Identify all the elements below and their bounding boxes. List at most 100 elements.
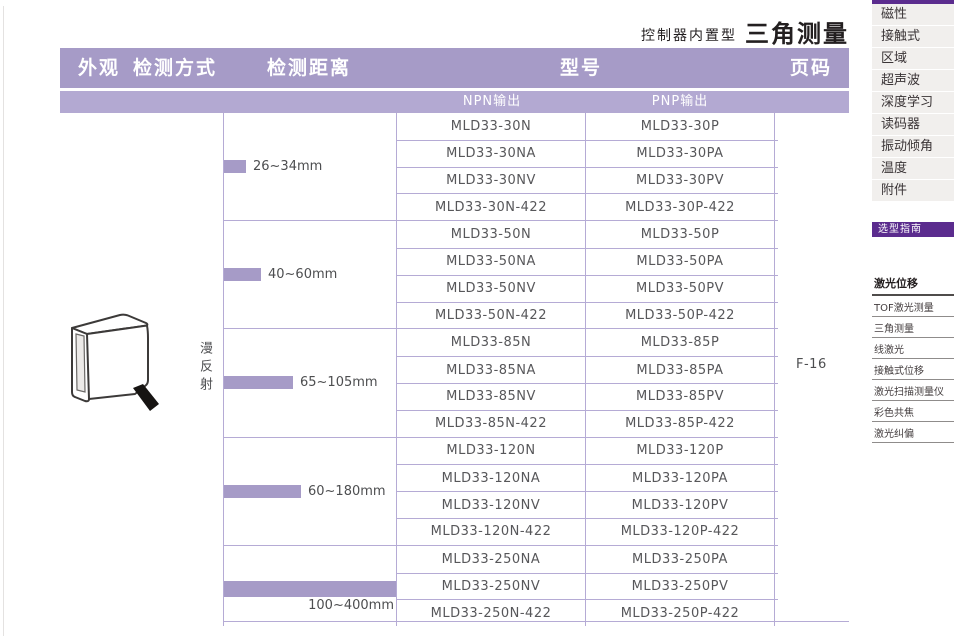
guide-item-三角测量[interactable]: 三角测量 — [872, 317, 954, 338]
guide-item-TOF激光测量[interactable]: TOF激光测量 — [872, 296, 954, 317]
model-cell-MLD33-50PA: MLD33-50PA — [586, 248, 775, 275]
model-cell-MLD33-50PV: MLD33-50PV — [586, 275, 775, 302]
sidebar-item-接触式[interactable]: 接触式 — [872, 26, 954, 48]
model-cell-MLD33-120N-422: MLD33-120N-422 — [397, 518, 586, 545]
distance-label: 65~105mm — [300, 375, 378, 391]
guide-item-激光纠偏[interactable]: 激光纠偏 — [872, 422, 954, 443]
distance-cell: 26~34mm — [224, 113, 397, 221]
header-appearance: 外观 — [78, 57, 121, 79]
guide-item-线激光[interactable]: 线激光 — [872, 338, 954, 359]
model-cell-MLD33-30P-422: MLD33-30P-422 — [586, 194, 775, 221]
sidebar-item-磁性[interactable]: 磁性 — [872, 4, 954, 26]
sidebar-item-区域[interactable]: 区域 — [872, 48, 954, 70]
table-row: MLD33-250NA MLD33-250PA — [397, 545, 778, 573]
selection-guide-list: 激光位移 TOF激光测量 三角测量 线激光 接触式位移 激光扫描测量仪 彩色共焦 激光纠偏 — [872, 273, 954, 443]
guide-item-彩色共焦[interactable]: 彩色共焦 — [872, 401, 954, 422]
header-page: 页码 — [789, 57, 833, 79]
page-edge-line — [3, 6, 4, 636]
title-main: 三角测量 — [745, 20, 849, 48]
table-row: MLD33-250NV MLD33-250PV — [397, 572, 778, 600]
table-row: MLD33-120NV MLD33-120PV — [397, 491, 778, 518]
model-cell-MLD33-120NA: MLD33-120NA — [397, 465, 586, 492]
sidebar-item-深度学习[interactable]: 深度学习 — [872, 92, 954, 114]
distance-range-bar — [224, 160, 246, 174]
model-rows: MLD33-50N MLD33-50P MLD33-50NA MLD33-50PA ML… — [397, 221, 778, 329]
model-cell-MLD33-85P: MLD33-85P — [586, 329, 775, 357]
table-row: MLD33-30NV MLD33-30PV — [397, 166, 778, 194]
sidebar-item-振动倾角[interactable]: 振动倾角 — [872, 136, 954, 158]
model-cell-MLD33-250PA: MLD33-250PA — [586, 545, 775, 573]
subheader-npn-output: NPN输出 — [462, 94, 522, 109]
sidebar-category-list: 磁性 接触式 区域 超声波 深度学习 读码器 振动倾角 温度 附件 — [872, 4, 954, 202]
page-title: 控制器内置型 三角测量 — [0, 14, 849, 49]
model-cell-MLD33-120P-422: MLD33-120P-422 — [586, 518, 775, 545]
sensor-cable — [133, 384, 159, 411]
table-row: MLD33-120N-422 MLD33-120P-422 — [397, 517, 778, 545]
sensor-lens-window — [75, 333, 86, 393]
model-cell-MLD33-85NV: MLD33-85NV — [397, 383, 586, 410]
distance-group: 100~400mm MLD33-250NA MLD33-250PA MLD33-250… — [224, 544, 778, 627]
distance-group: 40~60mm MLD33-50N MLD33-50P MLD33-50NA MLD33… — [224, 220, 778, 329]
model-cell-MLD33-120NV: MLD33-120NV — [397, 492, 586, 518]
distance-label: 100~400mm — [308, 598, 394, 614]
sensor-illustration — [71, 313, 159, 411]
distance-cell: 65~105mm — [224, 329, 397, 437]
header-model: 型号 — [559, 57, 603, 79]
distance-range-bar — [224, 581, 396, 598]
model-cell-MLD33-120P: MLD33-120P — [586, 437, 775, 465]
distance-cell: 40~60mm — [224, 221, 397, 329]
model-cell-MLD33-50NA: MLD33-50NA — [397, 248, 586, 275]
model-cell-MLD33-85PA: MLD33-85PA — [586, 357, 775, 383]
detection-method-label: 漫反射 — [197, 341, 212, 395]
model-cell-MLD33-85N-422: MLD33-85N-422 — [397, 410, 586, 437]
distance-range-bar — [224, 268, 261, 282]
distance-label: 40~60mm — [268, 267, 338, 283]
sidebar-item-读码器[interactable]: 读码器 — [872, 114, 954, 136]
guide-item-list: TOF激光测量 三角测量 线激光 接触式位移 激光扫描测量仪 彩色共焦 激光纠偏 — [872, 296, 954, 443]
sidebar-top-bar — [872, 0, 954, 4]
sidebar-item-附件[interactable]: 附件 — [872, 180, 954, 202]
model-cell-MLD33-250PV: MLD33-250PV — [586, 573, 775, 600]
distance-range-bar — [224, 376, 293, 390]
category-sidebar: 磁性 接触式 区域 超声波 深度学习 读码器 振动倾角 温度 附件 选型指南 激光位移 TOF激… — [872, 0, 954, 642]
model-table: 26~34mm MLD33-30N MLD33-30P MLD33-30NA MLD33… — [223, 113, 778, 627]
guide-item-接触式位移[interactable]: 接触式位移 — [872, 359, 954, 380]
model-cell-MLD33-50P: MLD33-50P — [586, 221, 775, 248]
sidebar-item-超声波[interactable]: 超声波 — [872, 70, 954, 92]
model-cell-MLD33-50P-422: MLD33-50P-422 — [586, 302, 775, 329]
table-row: MLD33-50N MLD33-50P — [397, 221, 778, 248]
sidebar-item-温度[interactable]: 温度 — [872, 158, 954, 180]
model-cell-MLD33-250NA: MLD33-250NA — [397, 545, 586, 573]
model-cell-MLD33-120PA: MLD33-120PA — [586, 465, 775, 492]
guide-item-激光扫描测量仪[interactable]: 激光扫描测量仪 — [872, 380, 954, 401]
page-reference: F-16 — [796, 357, 827, 372]
table-row: MLD33-50NV MLD33-50PV — [397, 274, 778, 302]
table-row: MLD33-50NA MLD33-50PA — [397, 247, 778, 275]
table-row: MLD33-85NA MLD33-85PA — [397, 356, 778, 383]
table-row: MLD33-30N MLD33-30P — [397, 113, 778, 140]
model-cell-MLD33-85N: MLD33-85N — [397, 329, 586, 357]
model-cell-MLD33-50NV: MLD33-50NV — [397, 275, 586, 302]
model-rows: MLD33-30N MLD33-30P MLD33-30NA MLD33-30PA ML… — [397, 113, 778, 221]
distance-label: 60~180mm — [308, 483, 386, 499]
model-cell-MLD33-30N: MLD33-30N — [397, 113, 586, 140]
model-cell-MLD33-85NA: MLD33-85NA — [397, 357, 586, 383]
header-detection-distance: 检测距离 — [267, 57, 352, 79]
model-cell-MLD33-30PV: MLD33-30PV — [586, 167, 775, 194]
model-cell-MLD33-30PA: MLD33-30PA — [586, 140, 775, 167]
table-row: MLD33-50N-422 MLD33-50P-422 — [397, 301, 778, 329]
model-cell-MLD33-120PV: MLD33-120PV — [586, 492, 775, 518]
table-row: MLD33-30NA MLD33-30PA — [397, 139, 778, 167]
table-row: MLD33-120N MLD33-120P — [397, 437, 778, 465]
guide-header-laser-displacement[interactable]: 激光位移 — [872, 273, 954, 296]
model-cell-MLD33-85PV: MLD33-85PV — [586, 383, 775, 410]
model-cell-MLD33-30NV: MLD33-30NV — [397, 167, 586, 194]
model-cell-MLD33-250N-422: MLD33-250N-422 — [397, 600, 586, 627]
model-cell-MLD33-120N: MLD33-120N — [397, 437, 586, 465]
distance-cell: 100~400mm — [224, 545, 397, 627]
table-row: MLD33-85N MLD33-85P — [397, 329, 778, 357]
table-row: MLD33-30N-422 MLD33-30P-422 — [397, 193, 778, 221]
selection-guide-tab[interactable]: 选型指南 — [872, 222, 954, 237]
table-row: MLD33-120NA MLD33-120PA — [397, 464, 778, 492]
